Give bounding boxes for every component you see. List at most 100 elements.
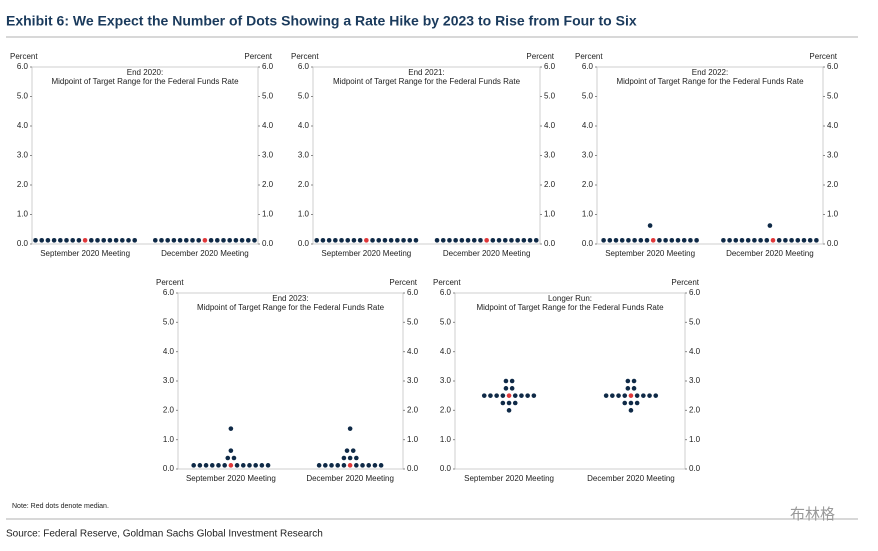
dot — [519, 393, 524, 398]
y2-tick-label: 0.0 — [689, 464, 701, 473]
y-tick-label: 5.0 — [163, 317, 175, 326]
dot — [240, 463, 246, 468]
dot — [190, 238, 195, 243]
y-tick-label: 0.0 — [17, 239, 29, 248]
dot — [64, 238, 69, 243]
dot — [512, 393, 518, 398]
dot — [506, 408, 512, 413]
dot — [795, 238, 801, 243]
dot — [783, 238, 788, 243]
dot — [634, 393, 640, 398]
dot — [603, 393, 609, 398]
median-dot — [484, 238, 489, 243]
y-tick-label: 3.0 — [298, 151, 310, 160]
dot — [234, 463, 240, 468]
dot — [533, 238, 539, 243]
y-tick-label: 6.0 — [17, 62, 29, 71]
dot — [814, 238, 819, 243]
dot — [341, 455, 347, 461]
dot — [465, 238, 471, 243]
dot — [453, 238, 458, 243]
dot — [745, 238, 751, 243]
panel-subtitle: Midpoint of Target Range for the Federal… — [616, 77, 804, 86]
y-tick-label: 6.0 — [440, 288, 452, 297]
dot — [152, 238, 158, 243]
panel-subtitle: Midpoint of Target Range for the Federal… — [197, 303, 385, 312]
x-tick-label: September 2020 Meeting — [464, 474, 554, 483]
panel-subtitle: Midpoint of Target Range for the Federal… — [51, 77, 239, 86]
dot — [120, 238, 125, 243]
y-tick-label: 2.0 — [163, 405, 175, 414]
dot — [370, 238, 375, 243]
dot — [39, 238, 45, 243]
dot — [344, 448, 350, 453]
y-tick-label: 4.0 — [582, 121, 594, 130]
dot — [625, 378, 631, 384]
dot — [807, 238, 813, 243]
y2-tick-label: 4.0 — [262, 121, 274, 130]
dot — [222, 463, 227, 468]
dot — [265, 463, 271, 468]
dot — [354, 463, 359, 468]
y-axis-label: Percent — [433, 278, 461, 287]
dot — [45, 238, 51, 243]
y-tick-label: 5.0 — [17, 92, 29, 101]
y-tick-label: 0.0 — [298, 239, 310, 248]
y2-tick-label: 1.0 — [544, 210, 556, 219]
dot — [177, 238, 183, 243]
dot — [521, 238, 527, 243]
y2-tick-label: 5.0 — [689, 317, 701, 326]
dot — [382, 238, 388, 243]
dot — [527, 238, 533, 243]
y-tick-label: 1.0 — [17, 210, 29, 219]
dot — [669, 238, 675, 243]
dot — [506, 400, 512, 406]
y-tick-label: 1.0 — [582, 210, 594, 219]
dot — [801, 238, 807, 243]
dot — [225, 455, 231, 461]
dot — [622, 400, 628, 406]
y-tick-label: 4.0 — [17, 121, 29, 130]
panel-title: End 2022: — [692, 68, 728, 77]
dot — [503, 386, 509, 391]
dot — [459, 238, 465, 243]
dot — [196, 238, 201, 243]
y2-tick-label: 1.0 — [407, 435, 419, 444]
dot — [76, 238, 82, 243]
dot — [376, 238, 382, 243]
y-tick-label: 0.0 — [582, 239, 594, 248]
dot — [197, 463, 203, 468]
y2-tick-label: 2.0 — [689, 405, 701, 414]
y-tick-label: 3.0 — [440, 376, 452, 385]
y2-tick-label: 4.0 — [827, 121, 839, 130]
median-dot — [202, 238, 208, 243]
dot — [515, 238, 520, 243]
dot — [231, 455, 237, 461]
dot — [626, 238, 631, 243]
y2-tick-label: 0.0 — [827, 239, 839, 248]
dot — [323, 463, 328, 468]
dot — [216, 463, 221, 468]
dot — [239, 238, 245, 243]
dot — [89, 238, 94, 243]
y-tick-label: 3.0 — [582, 151, 594, 160]
y2-tick-label: 6.0 — [689, 288, 701, 297]
dot — [326, 238, 332, 243]
dot — [764, 238, 770, 243]
y2-tick-label: 3.0 — [407, 376, 419, 385]
page-title: Exhibit 6: We Expect the Number of Dots … — [6, 13, 637, 29]
y2-tick-label: 2.0 — [827, 180, 839, 189]
dot — [259, 463, 265, 468]
dot — [208, 238, 214, 243]
y2-axis-label: Percent — [244, 52, 272, 61]
plot-frame — [596, 66, 824, 245]
x-tick-label: September 2020 Meeting — [321, 249, 411, 258]
y-axis-label: Percent — [10, 52, 38, 61]
dot — [752, 238, 757, 243]
dot — [395, 238, 400, 243]
dot — [126, 238, 131, 243]
dot — [221, 238, 226, 243]
y2-tick-label: 0.0 — [262, 239, 274, 248]
y-tick-label: 1.0 — [298, 210, 310, 219]
